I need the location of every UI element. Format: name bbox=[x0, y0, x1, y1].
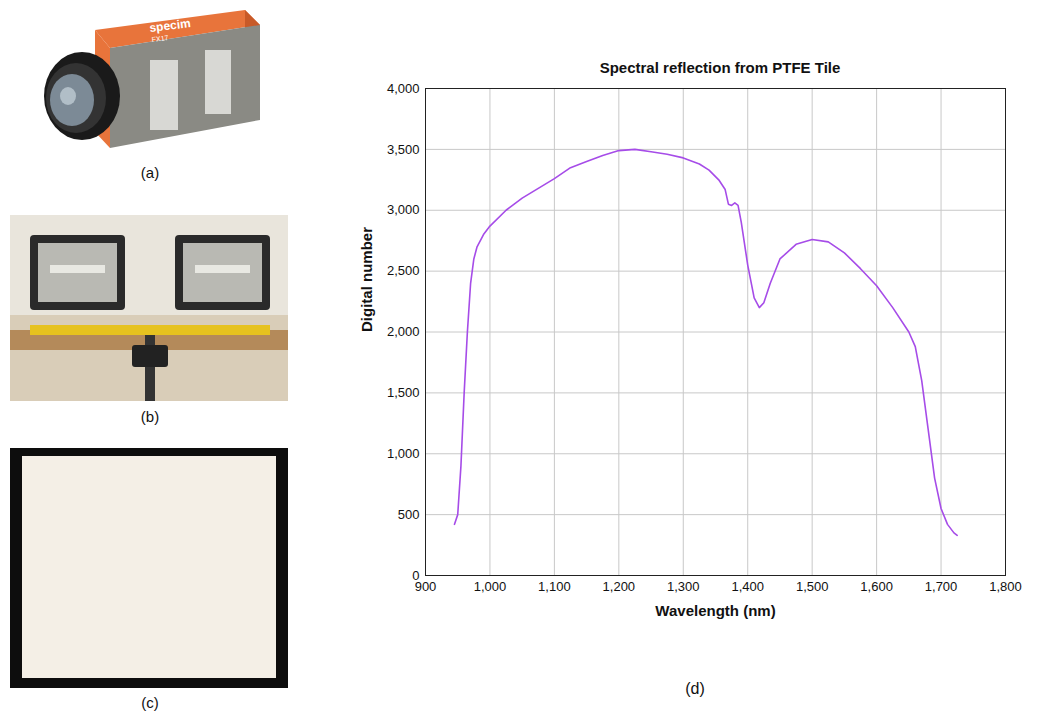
svg-text:2,500: 2,500 bbox=[387, 263, 420, 278]
svg-text:1,400: 1,400 bbox=[731, 579, 764, 594]
svg-text:(a): (a) bbox=[141, 164, 159, 181]
svg-text:2,000: 2,000 bbox=[387, 324, 420, 339]
svg-text:900: 900 bbox=[414, 578, 437, 594]
svg-text:(c): (c) bbox=[141, 694, 159, 711]
svg-text:1,300: 1,300 bbox=[667, 579, 700, 594]
svg-text:FX17: FX17 bbox=[151, 34, 169, 43]
svg-text:3,000: 3,000 bbox=[387, 202, 420, 217]
svg-text:500: 500 bbox=[398, 507, 420, 522]
svg-text:Wavelength (nm): Wavelength (nm) bbox=[655, 602, 775, 619]
html-text:Spectral reflection from PTFE: Spectral reflection from PTFE Tile bbox=[599, 59, 841, 76]
svg-text:1,500: 1,500 bbox=[387, 385, 420, 400]
svg-text:1,700: 1,700 bbox=[925, 579, 958, 594]
svg-text:4,000: 4,000 bbox=[387, 81, 420, 96]
svg-text:Digital number: Digital number bbox=[358, 227, 375, 332]
svg-text:specim: specim bbox=[149, 16, 192, 35]
html-text:(d): (d) bbox=[685, 680, 705, 697]
svg-text:0: 0 bbox=[412, 568, 419, 583]
svg-text:1,200: 1,200 bbox=[603, 579, 636, 594]
svg-text:1,100: 1,100 bbox=[538, 579, 571, 594]
svg-text:1,600: 1,600 bbox=[860, 579, 893, 594]
svg-text:1,000: 1,000 bbox=[474, 579, 507, 594]
svg-text:3,500: 3,500 bbox=[387, 142, 420, 157]
svg-text:1,500: 1,500 bbox=[796, 579, 829, 594]
svg-text:1,800: 1,800 bbox=[989, 579, 1022, 594]
svg-text:(b): (b) bbox=[141, 408, 159, 425]
svg-text:1,000: 1,000 bbox=[387, 446, 420, 461]
